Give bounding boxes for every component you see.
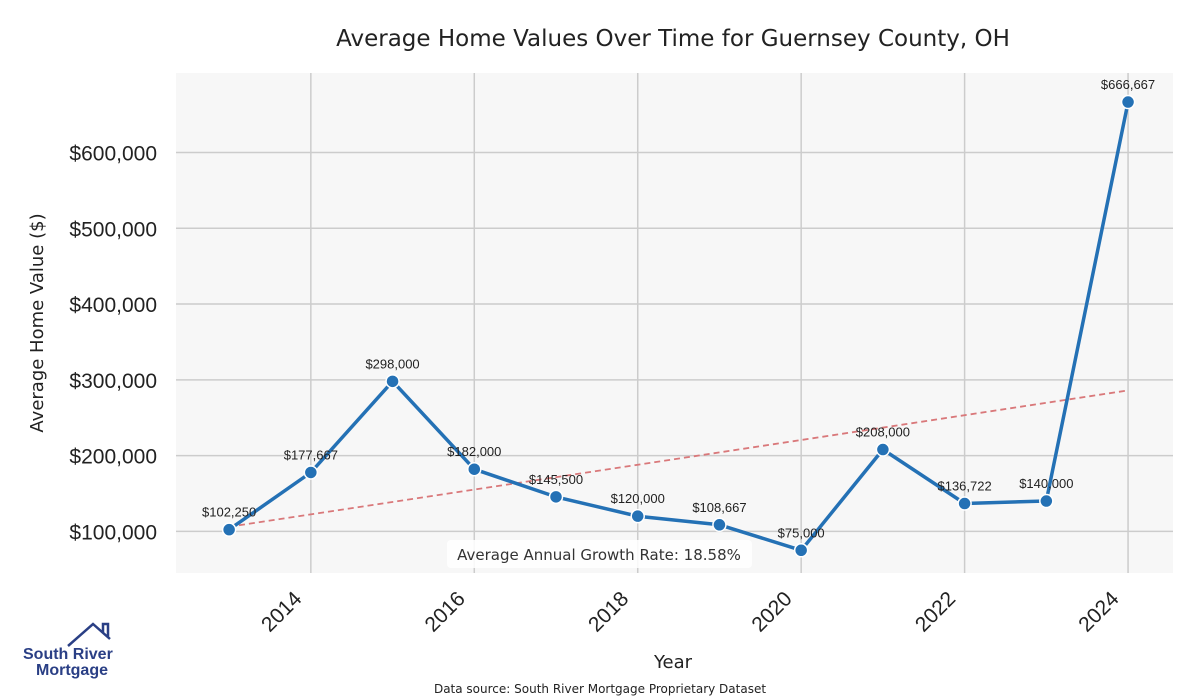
y-tick-label: $500,000 — [69, 218, 157, 241]
growth-rate-text: Average Annual Growth Rate: 18.58% — [457, 546, 741, 564]
logo-text-mortgage: Mortgage — [36, 662, 108, 679]
data-label-2021: $208,000 — [856, 425, 910, 440]
data-point-2014 — [303, 465, 319, 480]
series-line — [228, 101, 1130, 553]
y-tick-label: $300,000 — [69, 370, 157, 393]
data-point-2021 — [875, 442, 891, 457]
data-point-2018 — [630, 508, 645, 524]
data-label-2015: $298,000 — [365, 356, 419, 371]
y-axis-label: Average Home Value ($) — [27, 213, 48, 432]
data-point-2024 — [1120, 94, 1136, 110]
data-point-2020 — [793, 543, 809, 558]
y-tick-label: $400,000 — [69, 294, 157, 317]
x-tick-label: 2014 — [257, 587, 307, 637]
gridlines — [176, 73, 1173, 573]
series-group — [221, 94, 1136, 558]
chart-title: Average Home Values Over Time for Guerns… — [336, 26, 1010, 52]
data-point-2019 — [712, 517, 727, 533]
data-label-2020: $75,000 — [778, 525, 825, 540]
growth-rate-annotation: Average Annual Growth Rate: 18.58% — [447, 540, 752, 568]
data-point-2016 — [467, 461, 482, 477]
data-label-2022: $136,722 — [937, 479, 991, 494]
x-tick-labels: 2014 2016 2018 2020 2022 2024 — [257, 587, 1124, 637]
x-axis-label: Year — [653, 652, 693, 673]
plot-area — [176, 73, 1173, 573]
data-point-2023 — [1039, 493, 1054, 509]
trendline-group — [228, 389, 1129, 528]
house-roof-icon — [67, 622, 111, 647]
data-point-2013 — [221, 522, 237, 537]
data-point-2017 — [548, 489, 564, 505]
y-tick-labels: $100,000 $200,000 $300,000 $400,000 $500,000… — [69, 143, 157, 545]
x-tick-label: 2018 — [584, 587, 633, 636]
data-label-2017: $145,500 — [529, 472, 583, 487]
logo: South River Mortgage — [23, 622, 113, 679]
y-tick-label: $600,000 — [69, 143, 157, 166]
data-label-2018: $120,000 — [611, 491, 665, 506]
data-point-2022 — [957, 496, 972, 511]
y-tick-label: $200,000 — [69, 446, 157, 469]
data-source-note: Data source: South River Mortgage Propri… — [434, 682, 766, 696]
data-label-2024: $666,667 — [1101, 77, 1155, 92]
data-label-2014: $177,667 — [284, 447, 338, 462]
data-label-2013: $102,250 — [202, 505, 256, 520]
data-label-2019: $108,667 — [692, 500, 746, 515]
data-point-2015 — [385, 374, 400, 389]
logo-text-south-river: South River — [23, 646, 113, 663]
data-label-2023: $140,000 — [1019, 476, 1073, 491]
data-label-2016: $182,000 — [447, 444, 501, 459]
x-tick-label: 2020 — [747, 587, 796, 636]
data-labels: $102,250 $177,667 $298,000 $182,000 $145,500… — [202, 77, 1155, 540]
trendline — [228, 389, 1129, 528]
x-tick-label: 2022 — [911, 587, 960, 636]
y-tick-label: $100,000 — [69, 521, 157, 544]
x-tick-label: 2024 — [1074, 587, 1124, 637]
x-tick-label: 2016 — [421, 587, 470, 636]
